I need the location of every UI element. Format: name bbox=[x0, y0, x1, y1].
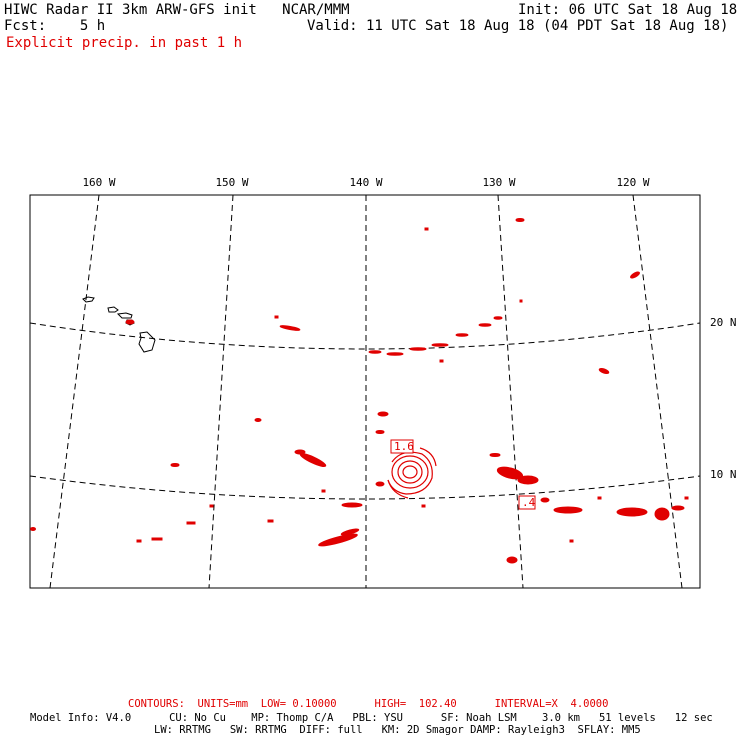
meridian-120w bbox=[632, 194, 683, 589]
island-hawaii bbox=[138, 331, 156, 353]
contour-label-high: 1.6 bbox=[394, 440, 414, 453]
meridian-160w bbox=[49, 194, 100, 589]
precip-cell bbox=[254, 418, 262, 422]
precip-cell bbox=[341, 502, 363, 508]
precip-cell bbox=[489, 453, 501, 457]
meridian-130w bbox=[497, 194, 524, 589]
contour-label-box bbox=[518, 495, 536, 510]
init-time: Init: 06 UTC Sat 18 Aug 18 bbox=[518, 2, 738, 18]
island-molokai bbox=[116, 312, 133, 319]
precip-cell bbox=[318, 533, 358, 547]
parallel-10n bbox=[29, 475, 701, 500]
lat-label-10n: 10 N bbox=[710, 468, 737, 481]
precip-cell bbox=[377, 411, 389, 417]
storm-spiral bbox=[387, 447, 437, 499]
precip-cell bbox=[630, 271, 640, 279]
island-oahu bbox=[107, 306, 119, 313]
lat-label-20n: 20 N bbox=[710, 316, 737, 329]
precip-cell bbox=[340, 528, 360, 536]
contour-label-box bbox=[390, 439, 414, 454]
precip-speckles bbox=[136, 227, 689, 543]
precip-cell bbox=[671, 505, 685, 511]
forecast-hour: Fcst: 5 h bbox=[4, 18, 106, 34]
precip-cell bbox=[517, 475, 539, 485]
precip-cell bbox=[616, 507, 648, 517]
precip-cell bbox=[654, 507, 670, 521]
precip-cell bbox=[170, 463, 180, 467]
map-frame bbox=[29, 194, 701, 589]
lon-label-120w: 120 W bbox=[616, 176, 650, 189]
precip-cell bbox=[506, 556, 518, 564]
precip-cell bbox=[125, 319, 135, 325]
valid-time: Valid: 11 UTC Sat 18 Aug 18 (04 PDT Sat … bbox=[307, 18, 729, 34]
precip-cell bbox=[515, 218, 525, 222]
precip-cell bbox=[375, 430, 385, 434]
parallel-20n bbox=[29, 322, 701, 350]
hawaii-coastline bbox=[82, 296, 156, 353]
lon-label-140w: 140 W bbox=[349, 176, 383, 189]
meridian-150w bbox=[208, 194, 234, 589]
latitude-grid bbox=[29, 322, 701, 500]
lon-label-160w: 160 W bbox=[82, 176, 116, 189]
contour-label-low: .4 bbox=[522, 496, 536, 509]
contour-info: CONTOURS: UNITS=mm LOW= 0.10000 HIGH= 10… bbox=[128, 698, 609, 710]
precip-cell bbox=[553, 506, 583, 514]
longitude-grid bbox=[49, 194, 683, 589]
model-info-line2: LW: RRTMG SW: RRTMG DIFF: full KM: 2D Sm… bbox=[154, 724, 641, 736]
lon-label-150w: 150 W bbox=[215, 176, 249, 189]
precip-cell bbox=[279, 325, 301, 331]
precip-cell bbox=[375, 481, 385, 487]
plot-title: HIWC Radar II 3km ARW-GFS init NCAR/MMM bbox=[4, 2, 350, 18]
precip-cell bbox=[598, 367, 610, 375]
precip-band bbox=[368, 316, 503, 356]
precip-contours bbox=[30, 218, 689, 564]
island-kauai bbox=[82, 296, 95, 303]
precip-cell bbox=[294, 449, 306, 455]
lon-label-130w: 130 W bbox=[482, 176, 516, 189]
model-info-line1: Model Info: V4.0 CU: No Cu MP: Thomp C/A… bbox=[30, 712, 713, 724]
field-description: Explicit precip. in past 1 h bbox=[6, 35, 243, 51]
precip-cell bbox=[540, 497, 550, 503]
precip-cell bbox=[30, 527, 36, 531]
